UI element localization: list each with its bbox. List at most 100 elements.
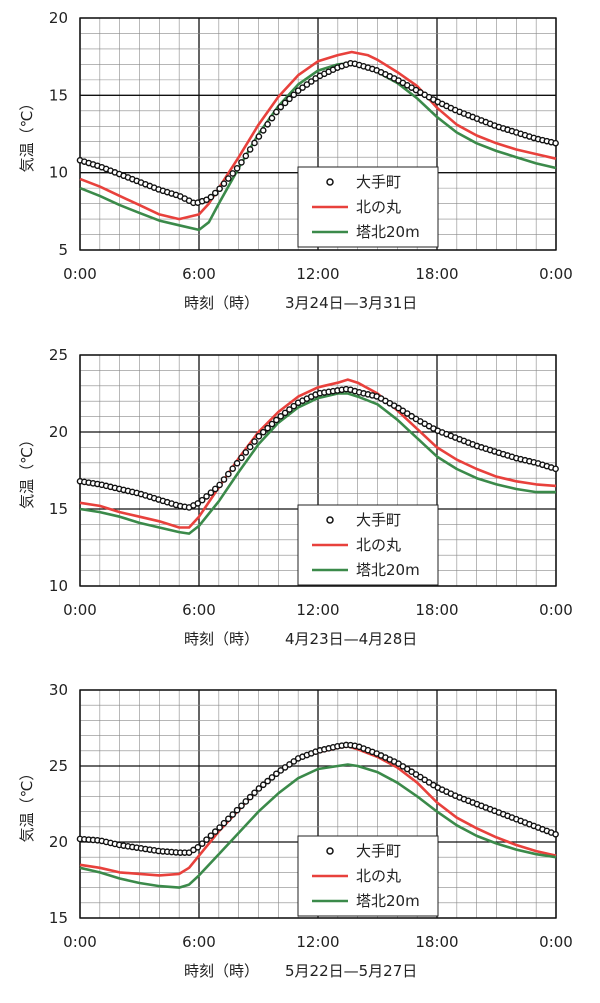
data-point: [238, 159, 245, 166]
x-tick-label: 12:00: [296, 933, 339, 951]
data-point: [220, 180, 228, 187]
data-point: [203, 493, 210, 500]
data-point: [246, 443, 254, 451]
data-point: [238, 802, 245, 810]
y-tick-label: 10: [49, 577, 68, 595]
data-point: [264, 777, 271, 785]
period-label: 3月24日—3月31日: [285, 294, 417, 312]
data-point: [194, 500, 202, 507]
data-point: [233, 459, 241, 467]
data-point: [246, 146, 254, 153]
period-label: 4月23日—4月28日: [285, 630, 417, 648]
data-point: [255, 133, 263, 140]
legend-label: 北の丸: [356, 867, 401, 885]
data-point: [242, 152, 250, 160]
data-point: [211, 485, 219, 493]
y-tick-label: 15: [49, 909, 68, 927]
data-point: [229, 170, 237, 177]
x-tick-label: 0:00: [539, 265, 573, 283]
data-point: [290, 758, 298, 765]
x-tick-label: 12:00: [296, 601, 339, 619]
data-point: [229, 465, 237, 472]
legend-marker: [326, 516, 334, 524]
chart-panel-3: 15 20 25 30 0:00 6:00 12:00 18:00 0:00 気温（℃） 時刻（時）…: [18, 681, 573, 980]
legend-marker: [326, 847, 334, 855]
data-point: [286, 95, 293, 103]
data-point: [251, 789, 258, 797]
y-axis-label: 気温（℃）: [18, 766, 36, 843]
data-point: [198, 496, 206, 504]
data-point: [229, 811, 237, 818]
data-point: [225, 470, 232, 478]
x-tick-label: 6:00: [182, 933, 216, 951]
series-line: [79, 50, 557, 221]
data-point: [220, 819, 228, 827]
legend-label: 北の丸: [356, 198, 401, 216]
data-point: [225, 175, 232, 182]
series-0-markers: [76, 741, 559, 856]
data-point: [303, 81, 311, 88]
series-line: [79, 61, 557, 232]
data-point: [207, 193, 215, 201]
data-point: [242, 798, 250, 805]
data-point: [259, 781, 267, 789]
x-axis-label: 時刻（時）: [184, 630, 259, 648]
legend-label: 塔北20m: [356, 561, 420, 579]
series-line: [79, 378, 557, 529]
data-point: [216, 481, 223, 489]
data-point: [255, 785, 263, 792]
data-point: [552, 830, 559, 838]
y-tick-label: 20: [49, 9, 68, 27]
y-tick-label: 10: [49, 164, 68, 182]
data-point: [259, 428, 267, 436]
legend-label: 塔北20m: [356, 892, 420, 910]
data-point: [259, 127, 267, 134]
data-point: [198, 840, 206, 847]
y-axis-label: 気温（℃）: [18, 432, 36, 509]
x-tick-label: 18:00: [415, 265, 458, 283]
y-tick-label: 30: [49, 681, 68, 699]
x-tick-label: 6:00: [182, 601, 216, 619]
data-point: [216, 824, 223, 831]
x-tick-label: 0:00: [539, 601, 573, 619]
data-point: [268, 114, 276, 122]
x-tick-label: 0:00: [63, 601, 97, 619]
data-point: [552, 139, 559, 147]
data-point: [281, 99, 289, 107]
data-point: [238, 454, 245, 462]
data-point: [264, 424, 271, 432]
data-point: [294, 87, 302, 94]
y-tick-label: 5: [58, 241, 68, 259]
data-point: [211, 828, 219, 835]
data-point: [251, 438, 258, 445]
data-point: [286, 761, 293, 768]
data-point: [273, 416, 280, 424]
x-tick-label: 0:00: [63, 265, 97, 283]
series-line: [79, 763, 557, 889]
series-line: [79, 392, 556, 535]
data-point: [220, 476, 228, 483]
legend-label: 大手町: [356, 173, 401, 191]
data-point: [273, 108, 280, 116]
data-point: [255, 432, 263, 440]
data-point: [207, 489, 215, 496]
data-point: [225, 815, 232, 823]
data-point: [242, 449, 250, 456]
y-axis-label: 気温（℃）: [18, 96, 36, 173]
data-point: [552, 465, 559, 473]
data-point: [281, 409, 289, 417]
data-point: [207, 832, 215, 839]
plot-frame: [79, 17, 557, 251]
legend-label: 大手町: [356, 842, 401, 860]
data-point: [277, 412, 285, 420]
data-point: [277, 103, 285, 111]
data-point: [290, 402, 298, 410]
data-point: [281, 764, 289, 771]
data-point: [251, 139, 258, 147]
data-point: [211, 189, 219, 197]
data-point: [286, 406, 293, 413]
data-point: [290, 91, 298, 99]
x-axis-label: 時刻（時）: [184, 294, 259, 312]
